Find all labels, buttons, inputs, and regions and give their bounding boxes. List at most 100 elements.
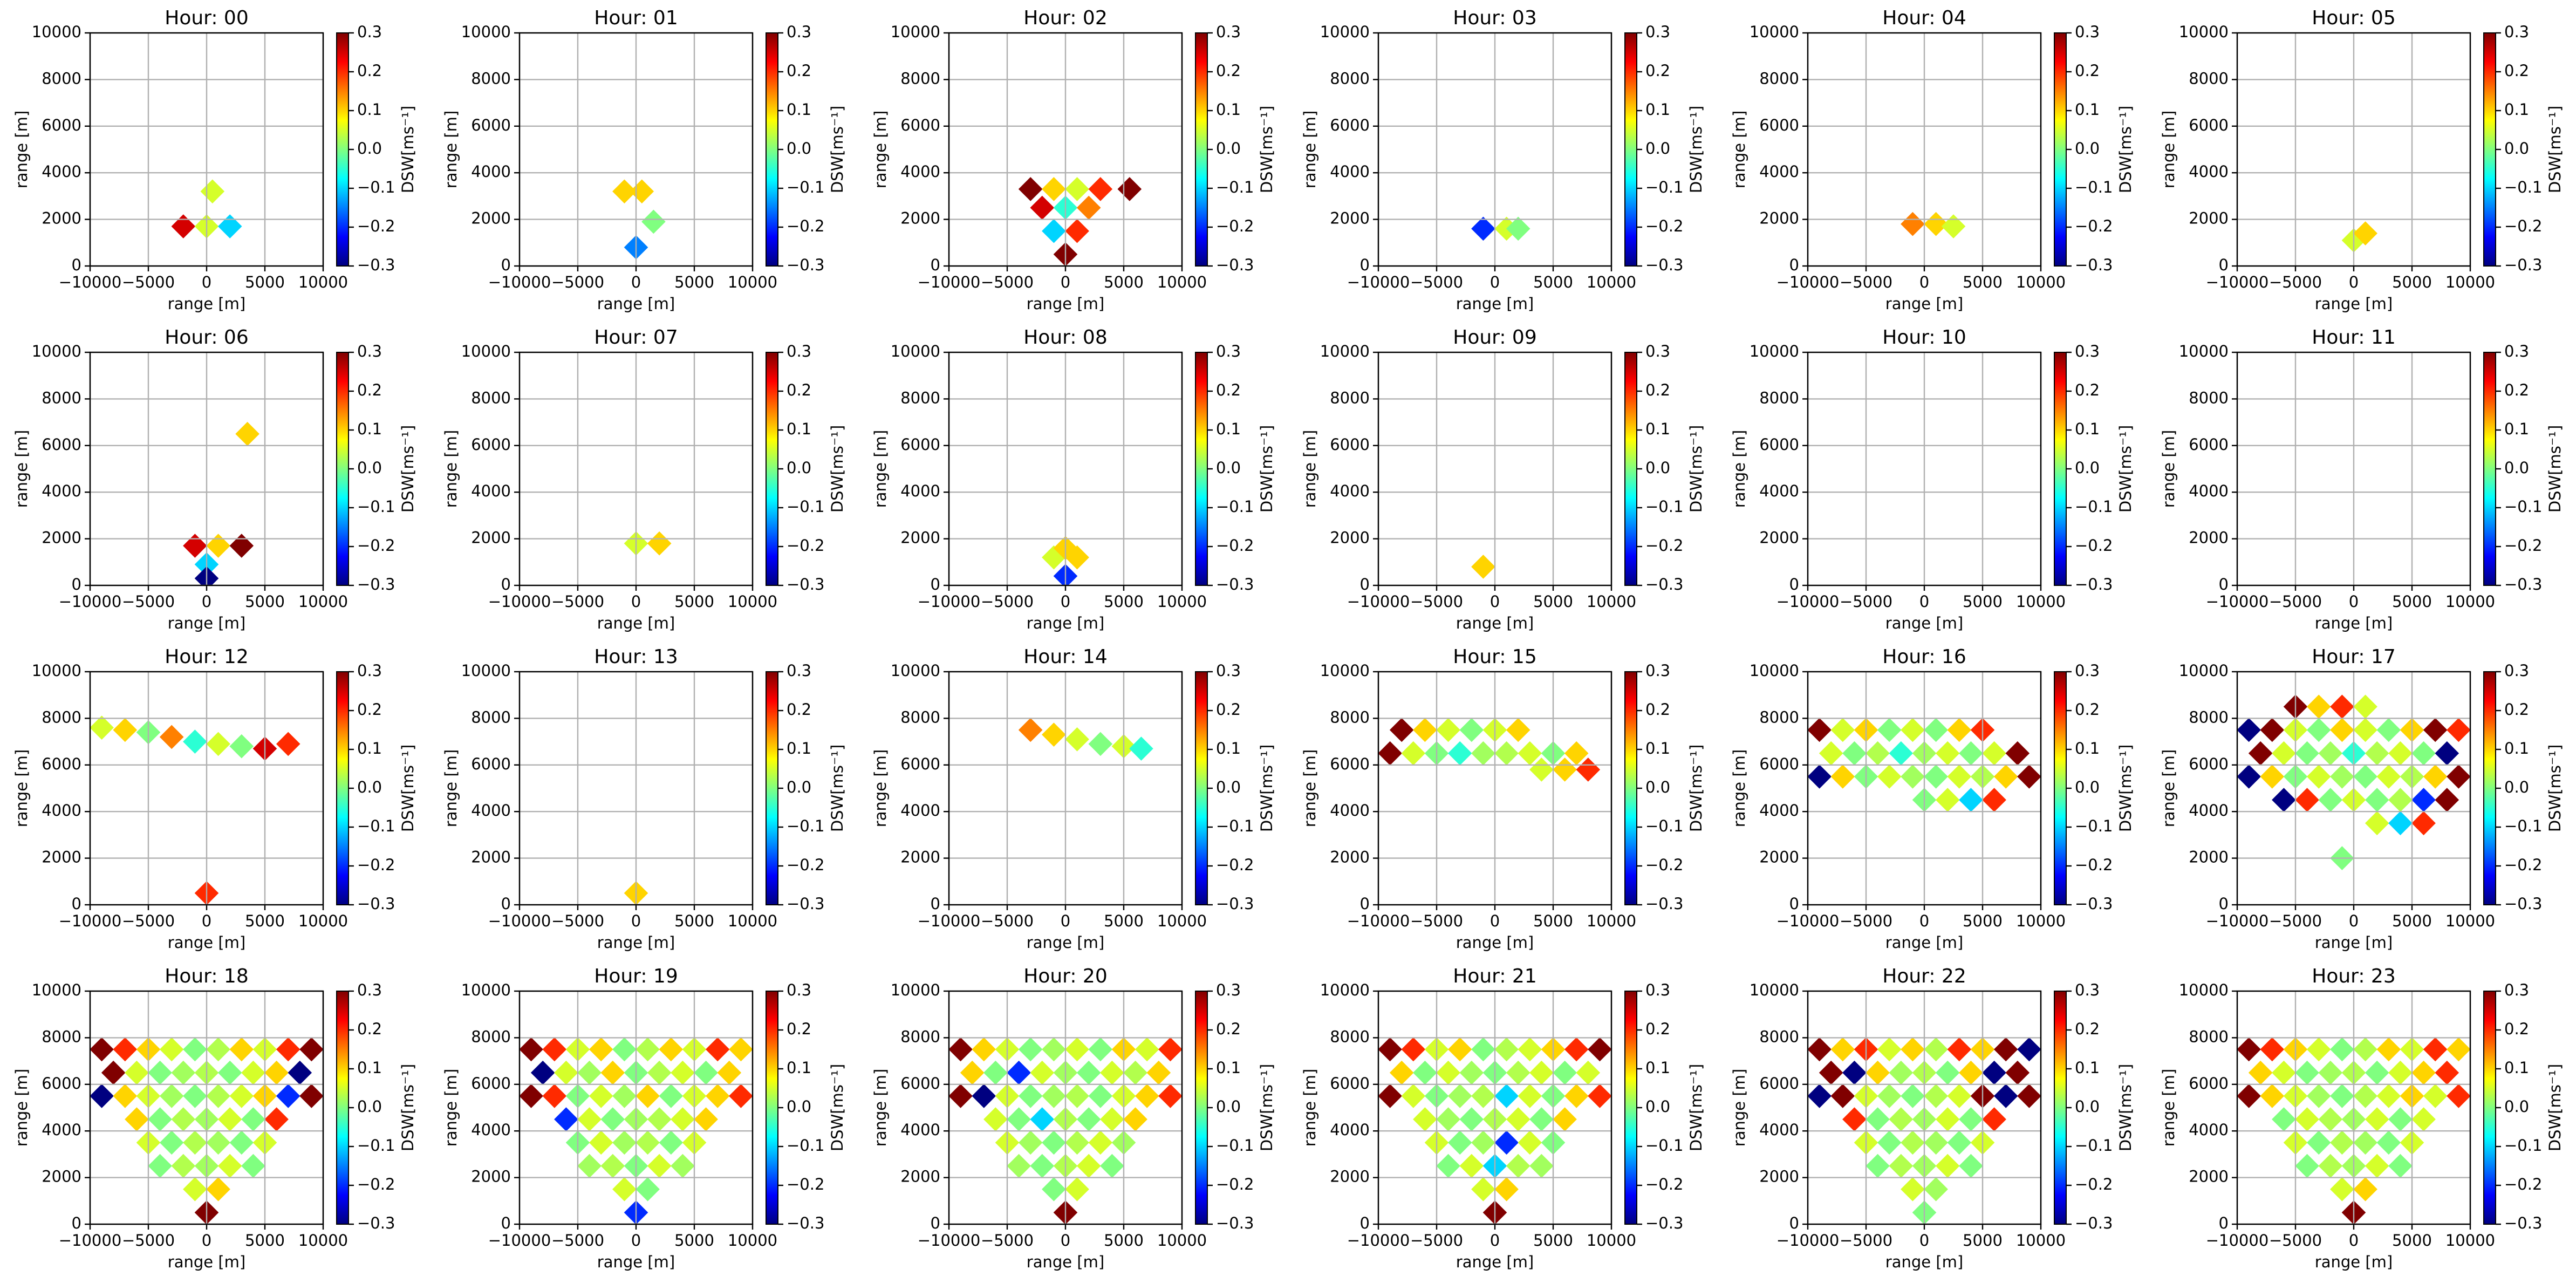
x-tick-label: 10000 xyxy=(728,912,777,930)
colorbar-tick-label: 0.0 xyxy=(1645,459,1670,477)
y-tick-label: 8000 xyxy=(1759,708,1799,726)
colorbar-tick-label: −0.3 xyxy=(2075,256,2113,274)
x-tick-label: 5000 xyxy=(2392,912,2432,930)
colorbar-tick-label: −0.1 xyxy=(787,178,824,196)
colorbar-tick-label: −0.2 xyxy=(787,217,824,235)
x-tick-label: −5000 xyxy=(122,592,175,611)
panel: −10000 −5000 0 5000 10000 0 2000 4000 6000 8000 10… xyxy=(442,646,846,952)
y-tick-label: 8000 xyxy=(2189,388,2229,407)
colorbar-tick-label: 0.1 xyxy=(1216,1059,1241,1077)
x-tick-label: −10000 xyxy=(2206,1231,2269,1250)
colorbar-tick-label: −0.1 xyxy=(2504,178,2542,196)
colorbar-tick-label: −0.1 xyxy=(787,1136,824,1155)
y-tick-label: 6000 xyxy=(42,435,81,454)
colorbar-tick-label: 0.2 xyxy=(2504,1020,2529,1038)
data-cell xyxy=(1494,1177,1519,1202)
colorbar-tick-label: 0.0 xyxy=(357,1097,382,1116)
colorbar-label: DSW[ms⁻¹] xyxy=(1687,1064,1705,1151)
axes-frame xyxy=(2236,671,2471,906)
y-axis-label: range [m] xyxy=(871,111,890,188)
x-tick-label: 0 xyxy=(631,273,641,291)
y-tick-label: 2000 xyxy=(900,848,940,866)
colorbar-tick-label: 0.3 xyxy=(787,23,811,41)
y-tick-label: 4000 xyxy=(471,1121,511,1139)
y-tick-label: 8000 xyxy=(1330,1027,1370,1046)
x-tick-label: 0 xyxy=(1061,1231,1070,1250)
data-cell xyxy=(206,732,230,756)
colorbar-tick-label: 0.0 xyxy=(2504,1097,2529,1116)
data-cell xyxy=(299,1037,323,1062)
axes-frame xyxy=(89,990,324,1225)
x-tick-label: −5000 xyxy=(981,592,1034,611)
points xyxy=(949,1037,1182,1224)
colorbar-tick-label: −0.3 xyxy=(2504,575,2542,593)
colorbar-tick-label: −0.1 xyxy=(1645,178,1683,196)
y-tick-label: 10000 xyxy=(32,342,81,360)
x-tick-label: 0 xyxy=(1490,273,1500,291)
chart-title: Hour: 12 xyxy=(165,646,248,668)
y-tick-label: 0 xyxy=(931,1214,940,1232)
y-tick-label: 2000 xyxy=(42,1168,81,1186)
colorbar-tick-label: 0.3 xyxy=(1645,342,1670,360)
y-tick-label: 8000 xyxy=(42,708,81,726)
x-tick-label: 0 xyxy=(1490,1231,1500,1250)
y-tick-label: 0 xyxy=(72,256,81,274)
colorbar-tick-label: −0.2 xyxy=(357,856,395,874)
y-tick-label: 2000 xyxy=(471,848,511,866)
x-tick-label: 10000 xyxy=(298,592,348,611)
x-axis-label: range [m] xyxy=(168,1253,245,1271)
data-cell xyxy=(276,732,300,756)
y-tick-label: 6000 xyxy=(1330,755,1370,773)
x-tick-label: 0 xyxy=(1061,912,1070,930)
x-tick-label: −10000 xyxy=(2206,912,2269,930)
y-tick-label: 2000 xyxy=(1759,1168,1799,1186)
y-axis-label: range [m] xyxy=(442,749,460,827)
x-axis-label: range [m] xyxy=(1027,614,1104,632)
x-tick-label: 0 xyxy=(2349,1231,2359,1250)
y-tick-label: 10000 xyxy=(461,661,511,680)
colorbar-tick-label: −0.2 xyxy=(1216,856,1254,874)
x-tick-label: 5000 xyxy=(2392,1231,2432,1250)
colorbar-tick-label: 0.1 xyxy=(357,420,382,438)
axes-frame xyxy=(518,990,754,1225)
data-cell xyxy=(2447,765,2470,789)
y-tick-label: 10000 xyxy=(891,661,940,680)
chart-title: Hour: 03 xyxy=(1453,7,1536,29)
colorbar-tick-label: 0.0 xyxy=(2504,459,2529,477)
y-axis-label: range [m] xyxy=(1730,1069,1748,1146)
panel: −10000 −5000 0 5000 10000 0 2000 4000 6000 8000 10… xyxy=(2160,326,2564,632)
data-cell xyxy=(2435,1060,2459,1085)
x-tick-label: 0 xyxy=(1919,1231,1929,1250)
y-tick-label: 0 xyxy=(1360,895,1370,913)
y-tick-label: 0 xyxy=(2219,256,2229,274)
colorbar-tick-label: 0.2 xyxy=(1645,381,1670,399)
x-axis-label: range [m] xyxy=(1456,295,1534,313)
x-tick-label: −5000 xyxy=(981,1231,1034,1250)
data-cell xyxy=(1576,757,1601,782)
colorbar-tick-label: −0.3 xyxy=(2075,1214,2113,1232)
panel: −10000 −5000 0 5000 10000 0 2000 4000 6000 8000 10… xyxy=(442,326,846,632)
x-tick-label: 10000 xyxy=(298,912,348,930)
y-tick-label: 0 xyxy=(1360,575,1370,593)
x-tick-label: 5000 xyxy=(1104,912,1144,930)
x-tick-label: 5000 xyxy=(245,1231,285,1250)
x-tick-label: −5000 xyxy=(1410,592,1463,611)
colorbar-tick-label: 0.0 xyxy=(787,778,811,796)
y-tick-label: 0 xyxy=(1789,1214,1799,1232)
y-tick-label: 4000 xyxy=(1330,801,1370,820)
colorbar-tick-label: −0.3 xyxy=(2075,575,2113,593)
x-tick-label: 0 xyxy=(631,1231,641,1250)
x-tick-label: −5000 xyxy=(1840,273,1892,291)
colorbar-tick-label: −0.2 xyxy=(787,856,824,874)
colorbar-tick-label: 0.2 xyxy=(2504,700,2529,719)
x-tick-label: −5000 xyxy=(122,912,175,930)
colorbar-tick-label: −0.1 xyxy=(2504,817,2542,835)
y-tick-label: 6000 xyxy=(2189,1074,2229,1093)
data-cell xyxy=(1158,1037,1182,1062)
data-cell xyxy=(1158,1084,1182,1108)
x-tick-label: −5000 xyxy=(1410,1231,1463,1250)
colorbar xyxy=(1624,32,1637,267)
y-tick-label: 2000 xyxy=(471,529,511,547)
y-tick-label: 0 xyxy=(72,895,81,913)
x-tick-label: −5000 xyxy=(551,912,604,930)
